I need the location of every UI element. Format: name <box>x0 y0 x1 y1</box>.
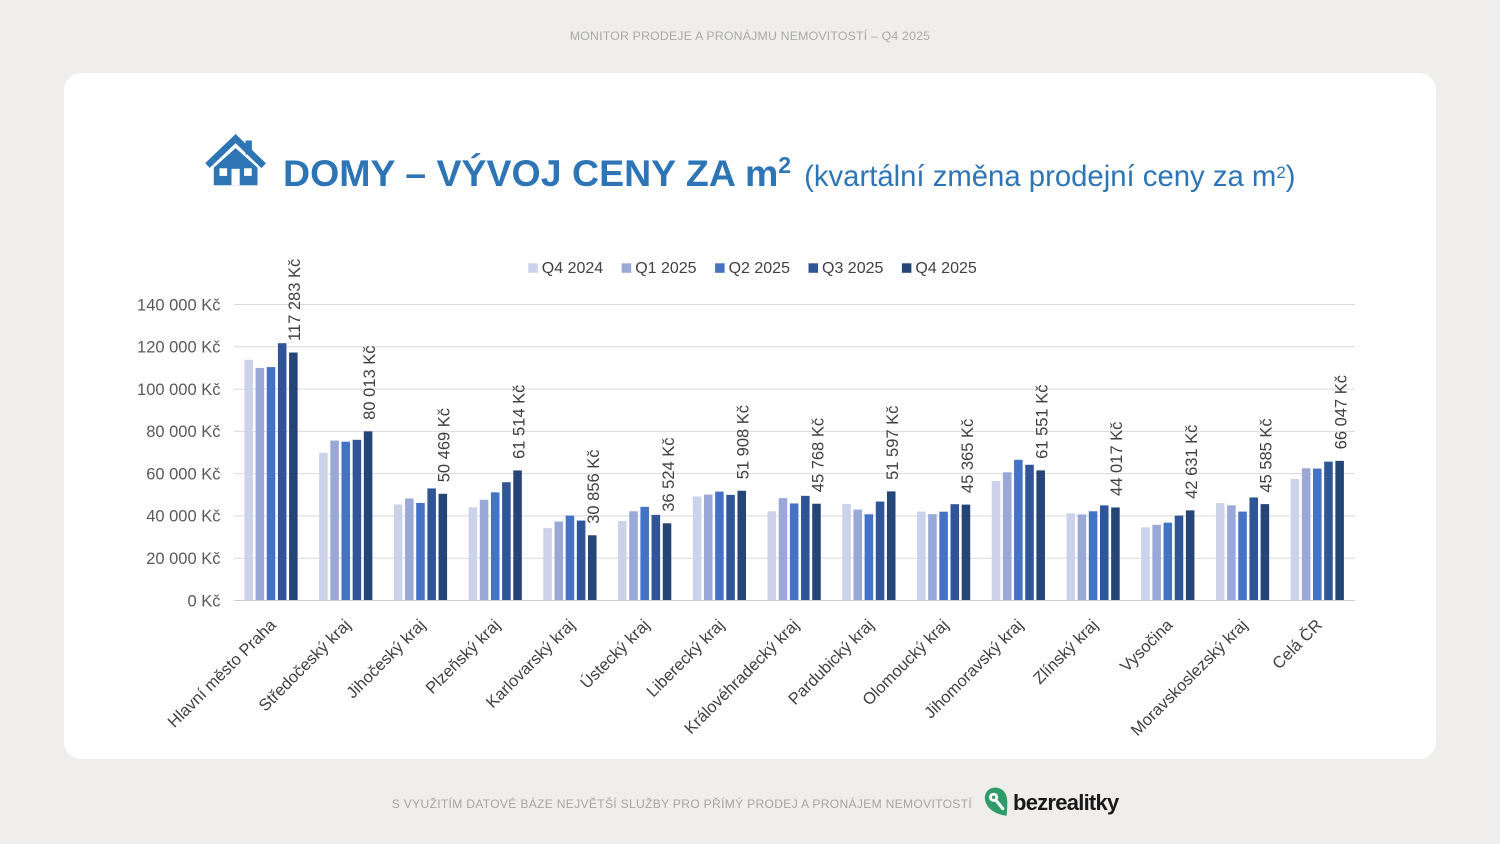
svg-text:20 000 Kč: 20 000 Kč <box>146 550 220 568</box>
svg-text:50 469 Kč: 50 469 Kč <box>436 408 454 482</box>
svg-text:Q4 2024: Q4 2024 <box>542 260 603 277</box>
svg-text:Plzeňský kraj: Plzeňský kraj <box>422 616 503 697</box>
svg-text:117 283 Kč: 117 283 Kč <box>286 259 304 341</box>
svg-text:0 Kč: 0 Kč <box>187 592 220 610</box>
svg-text:Hlavní město Praha: Hlavní město Praha <box>165 616 281 732</box>
svg-text:45 585 Kč: 45 585 Kč <box>1258 418 1276 492</box>
svg-text:Q2 2025: Q2 2025 <box>729 260 790 277</box>
svg-text:Q1 2025: Q1 2025 <box>635 260 696 277</box>
svg-text:Liberecký kraj: Liberecký kraj <box>643 616 728 701</box>
svg-text:Zlínský kraj: Zlínský kraj <box>1030 616 1102 688</box>
svg-text:44 017 Kč: 44 017 Kč <box>1108 422 1126 496</box>
svg-text:51 597 Kč: 51 597 Kč <box>884 406 902 480</box>
svg-text:51 908 Kč: 51 908 Kč <box>735 405 753 479</box>
svg-text:Q4 2025: Q4 2025 <box>915 260 976 277</box>
svg-text:140 000 Kč: 140 000 Kč <box>137 296 220 314</box>
svg-text:40 000 Kč: 40 000 Kč <box>146 508 220 526</box>
svg-text:120 000 Kč: 120 000 Kč <box>137 339 220 357</box>
svg-text:36 524 Kč: 36 524 Kč <box>660 437 678 511</box>
svg-text:60 000 Kč: 60 000 Kč <box>146 465 220 483</box>
svg-text:Celá ČR: Celá ČR <box>1268 615 1326 673</box>
svg-text:66 047 Kč: 66 047 Kč <box>1332 375 1350 449</box>
svg-text:42 631 Kč: 42 631 Kč <box>1183 425 1201 499</box>
svg-text:100 000 Kč: 100 000 Kč <box>137 381 220 399</box>
svg-text:80 000 Kč: 80 000 Kč <box>146 423 220 441</box>
svg-text:Q3 2025: Q3 2025 <box>822 260 883 277</box>
svg-text:45 768 Kč: 45 768 Kč <box>809 418 827 492</box>
svg-text:Ústecký kraj: Ústecký kraj <box>576 615 653 692</box>
svg-text:Jihočeský kraj: Jihočeský kraj <box>343 616 429 702</box>
svg-text:30 856 Kč: 30 856 Kč <box>585 449 603 523</box>
svg-text:61 551 Kč: 61 551 Kč <box>1033 385 1051 459</box>
svg-text:61 514 Kč: 61 514 Kč <box>510 385 528 459</box>
svg-text:Vysočina: Vysočina <box>1117 616 1177 676</box>
svg-text:45 365 Kč: 45 365 Kč <box>959 419 977 493</box>
svg-text:80 013 Kč: 80 013 Kč <box>361 346 379 420</box>
